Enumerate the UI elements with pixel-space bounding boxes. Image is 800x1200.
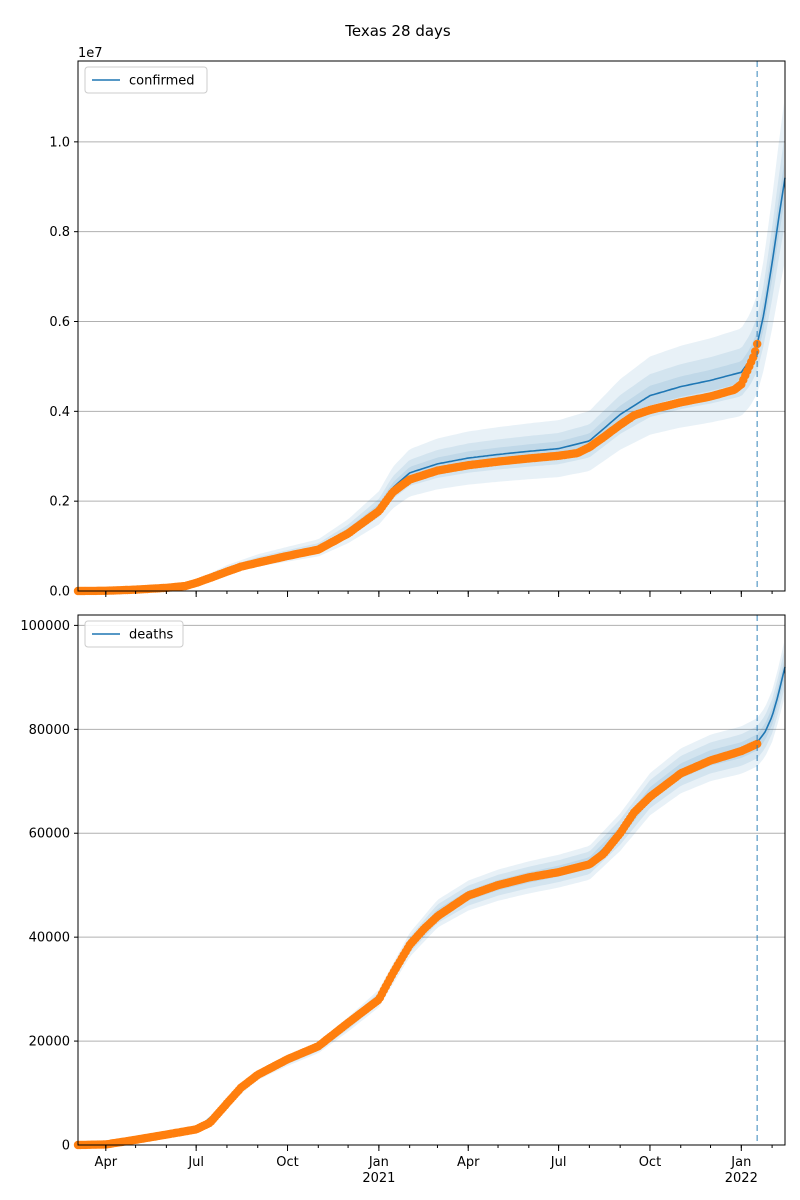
- y-tick-label: 0.0: [49, 585, 70, 600]
- y-tick-label: 0.6: [49, 315, 70, 330]
- legend-label: deaths: [129, 628, 174, 643]
- x-tick-label: Oct: [276, 1155, 298, 1170]
- legend-label: confirmed: [129, 74, 195, 89]
- x-tick-label: Jul: [187, 1155, 204, 1170]
- observed-series: [73, 339, 762, 596]
- y-tick-label: 40000: [29, 931, 70, 946]
- y-tick-label: 1.0: [49, 135, 70, 150]
- y-tick-label: 0.4: [49, 405, 70, 420]
- axes-frame: [77, 60, 786, 592]
- x-tick-label: Jan: [368, 1155, 389, 1170]
- y-offset-label: 1e7: [78, 46, 103, 61]
- x-tick-label: Oct: [639, 1155, 661, 1170]
- observed-point: [751, 347, 760, 356]
- x-tick-year-label: 2021: [362, 1171, 395, 1186]
- y-tick-label: 0: [62, 1139, 70, 1154]
- axes-frame: [77, 614, 786, 1146]
- legend: confirmed: [84, 66, 208, 94]
- y-tick-label: 100000: [20, 619, 70, 634]
- y-tick-label: 80000: [29, 723, 70, 738]
- y-tick-label: 0.2: [49, 495, 70, 510]
- y-tick-label: 60000: [29, 827, 70, 842]
- observed-series: [73, 739, 762, 1150]
- figure-title: Texas 28 days: [344, 22, 451, 40]
- x-tick-label: Jul: [550, 1155, 567, 1170]
- x-tick-label: Apr: [457, 1155, 480, 1170]
- x-tick-label: Jan: [730, 1155, 751, 1170]
- legend-box: [84, 620, 184, 648]
- legend-box: [84, 66, 208, 94]
- confirmed-panel: 0.0 0.2 0.4 0.6 0.8 1.0 1e7 confirmed: [49, 46, 786, 600]
- observed-point: [753, 739, 762, 749]
- x-tick-year-label: 2022: [725, 1171, 758, 1186]
- x-tick-label: Apr: [95, 1155, 118, 1170]
- y-tick-label: 20000: [29, 1035, 70, 1050]
- legend: deaths: [84, 620, 184, 648]
- y-tick-label: 0.8: [49, 225, 70, 240]
